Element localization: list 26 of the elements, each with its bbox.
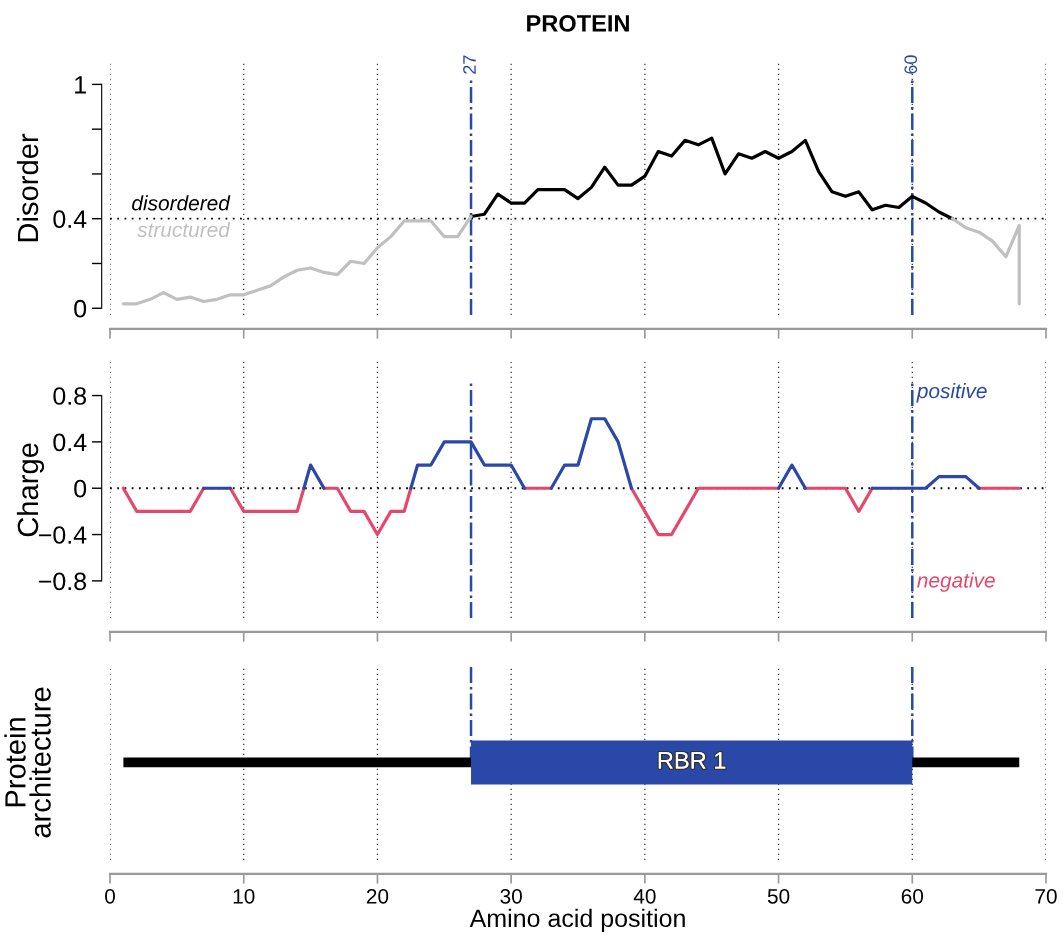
chart-title: PROTEIN	[527, 14, 629, 32]
y-axis-title: Disorder	[16, 133, 39, 242]
x-tick-label: 40	[633, 888, 656, 904]
y-axis-title: Protein architecture	[4, 687, 51, 838]
text: positive	[916, 382, 987, 403]
x-tick-label: 50	[767, 888, 790, 904]
x-axis-title: Amino acid position	[469, 908, 685, 933]
y-tick-label: 0.4	[53, 210, 87, 229]
text: disordered	[132, 195, 231, 211]
text: structured	[137, 221, 231, 238]
data-label: RBR 1	[658, 752, 726, 769]
y-tick-label: 0.8	[53, 387, 87, 405]
x-tick-label: 70	[1035, 888, 1057, 904]
text: negative	[917, 572, 995, 592]
x-tick-label: 20	[366, 888, 389, 904]
x-tick-label: 60	[901, 888, 924, 904]
y-tick-label: 0.4	[53, 433, 87, 452]
y-tick-label: 0	[74, 299, 87, 318]
x-tick-label: 0	[105, 888, 115, 904]
ref-line-label: 27	[463, 55, 476, 74]
y-tick-label: 0	[74, 479, 87, 498]
x-tick-label: 30	[500, 888, 522, 904]
y-tick-label: −0.8	[38, 572, 87, 591]
ref-line-label: 60	[904, 55, 918, 74]
x-tick-label: 10	[233, 888, 255, 904]
y-tick-label: 1	[75, 76, 86, 94]
